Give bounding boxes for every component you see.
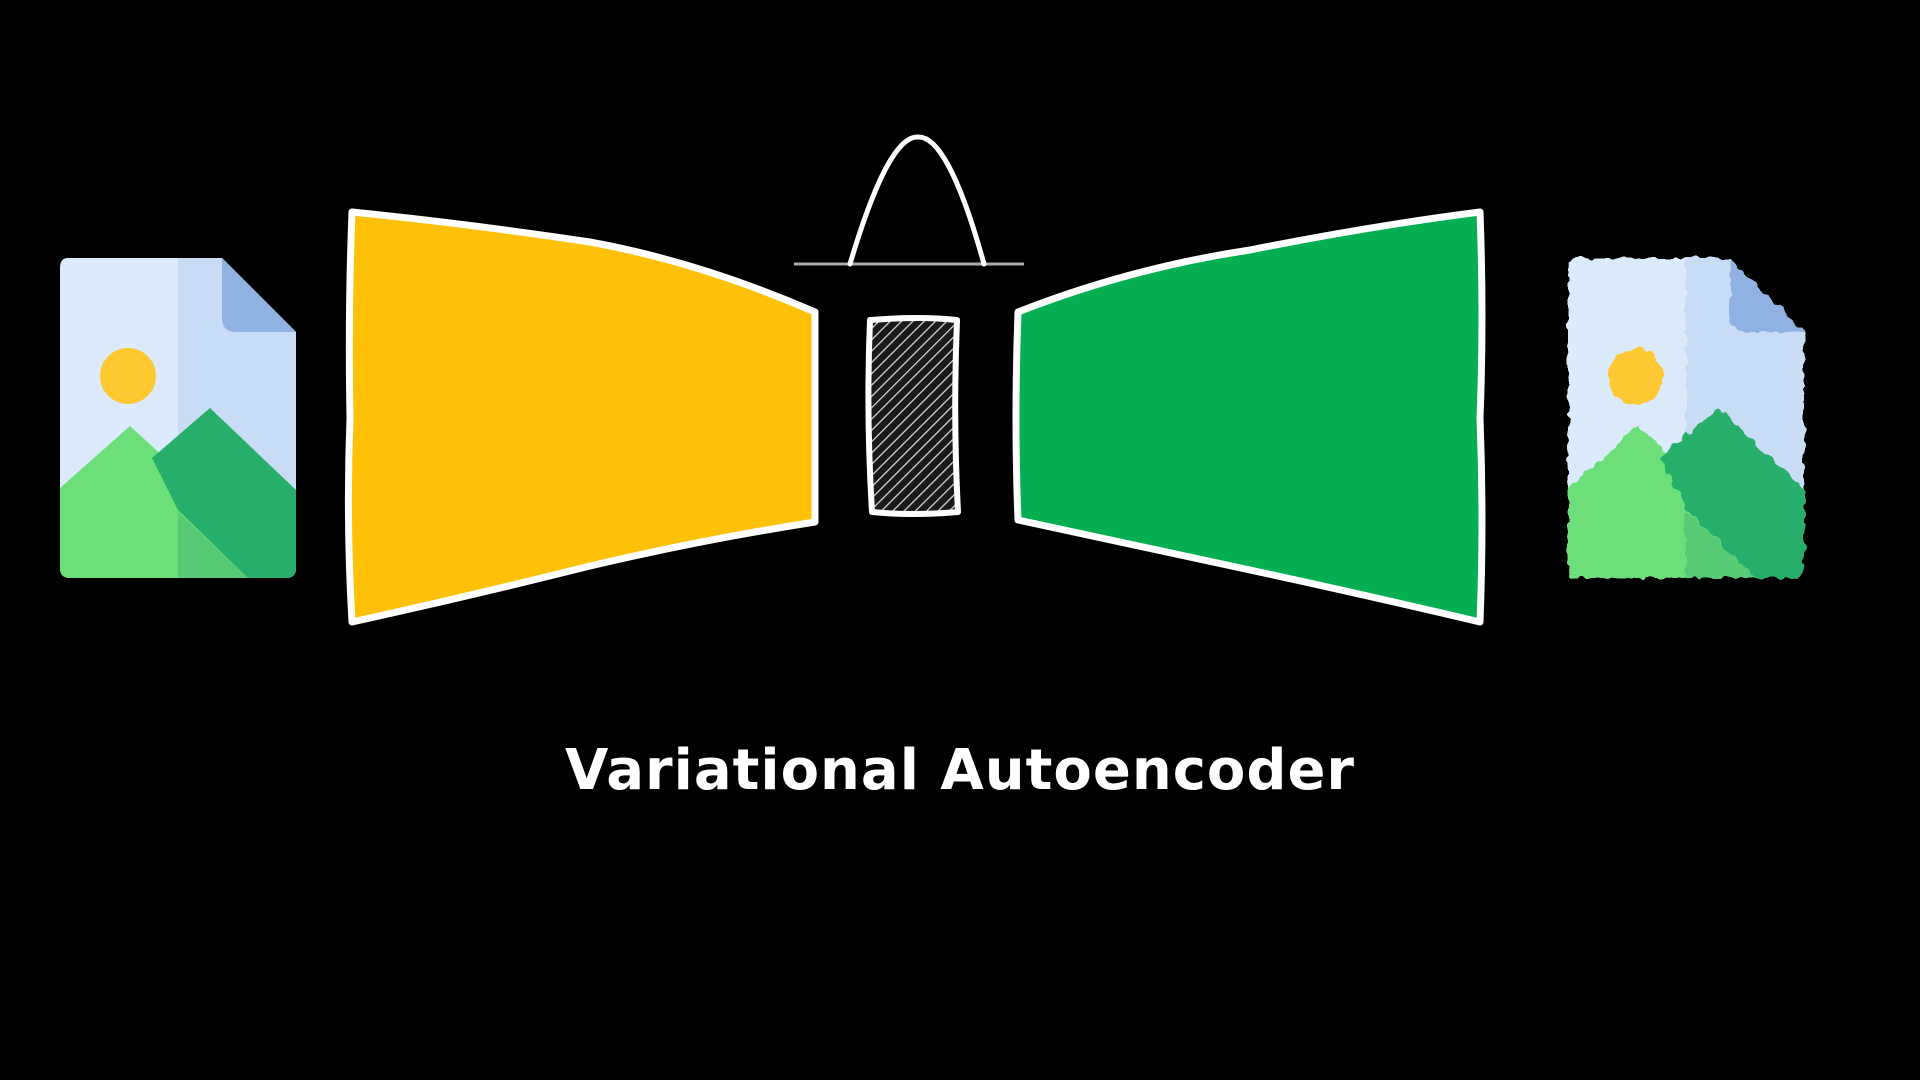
reconstructed-sun-icon <box>1608 348 1664 404</box>
diagram-caption: Variational Autoencoder <box>564 738 1356 803</box>
latent-space-icon <box>865 315 961 517</box>
reconstructed-image-file-icon <box>1568 258 1804 578</box>
image-file-icon <box>60 258 296 578</box>
file-fold <box>222 258 296 332</box>
sun-icon <box>100 348 156 404</box>
distribution-curve <box>847 134 987 267</box>
encoder-block <box>344 208 819 626</box>
decoder-block <box>1012 208 1486 626</box>
mountain-back <box>152 408 296 578</box>
gaussian-curve-icon <box>794 134 1024 267</box>
